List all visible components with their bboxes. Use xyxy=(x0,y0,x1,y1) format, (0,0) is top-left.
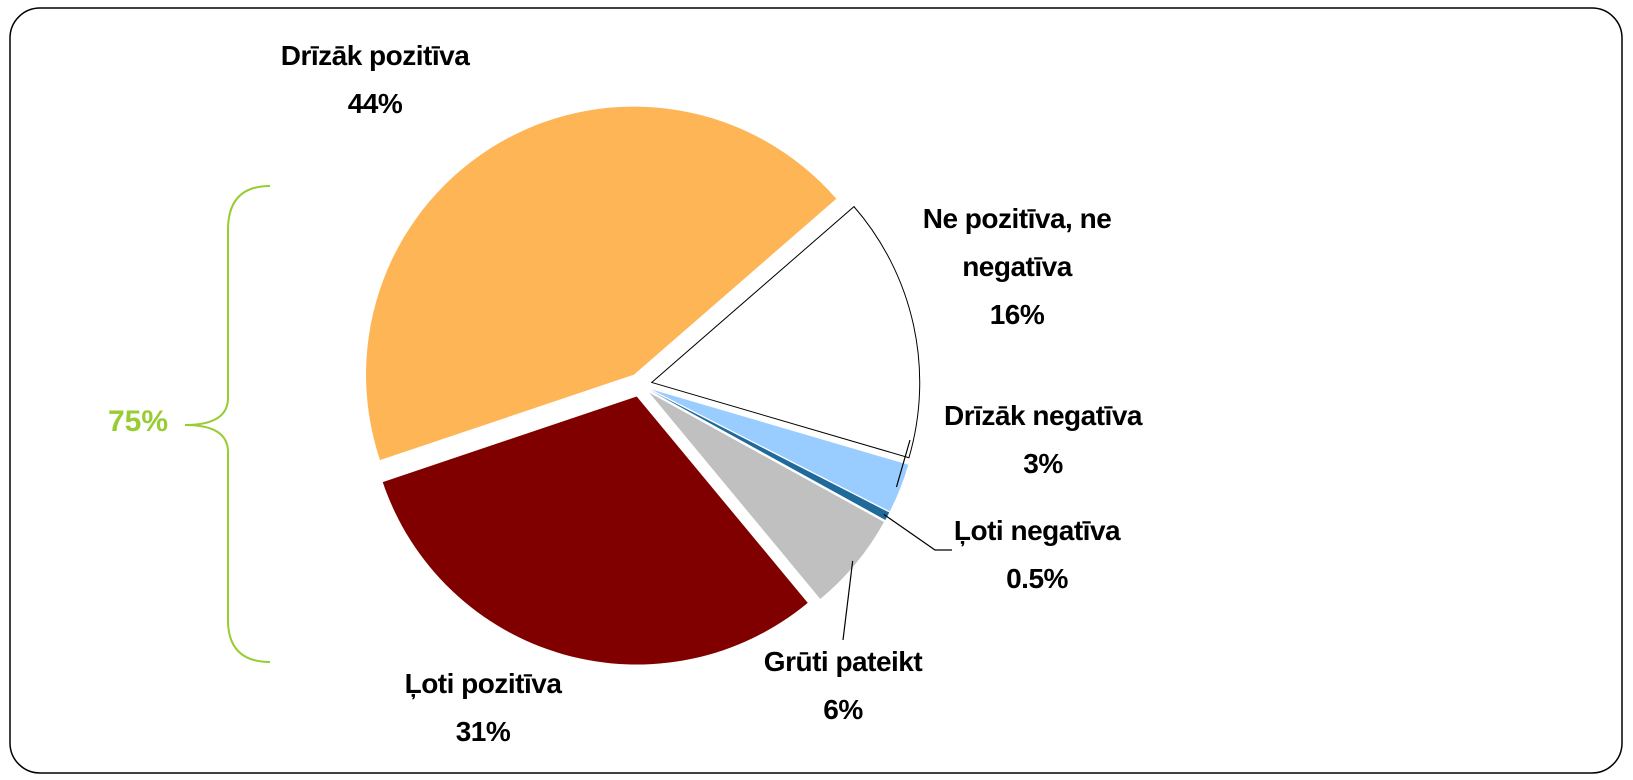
slice-label: Grūti pateikt xyxy=(763,646,923,677)
pie-slice xyxy=(650,390,890,520)
pie-slice xyxy=(382,396,808,665)
value-label: 31% xyxy=(455,716,511,747)
leader-line xyxy=(842,560,854,641)
annotation: 75% xyxy=(108,405,169,438)
value-label: 44% xyxy=(347,88,403,119)
pie-slice xyxy=(650,205,921,459)
value-label: 3% xyxy=(1023,448,1063,479)
bracket xyxy=(184,185,271,663)
leader-line xyxy=(883,513,952,551)
slice-label: Ļoti pozitīva xyxy=(404,668,562,699)
slice-label: Ļoti negatīva xyxy=(953,515,1121,546)
value-label: 16% xyxy=(989,299,1045,330)
frame xyxy=(9,7,1623,774)
pie-slice xyxy=(651,389,909,512)
value-label: 6% xyxy=(823,694,863,725)
value-label: 0.5% xyxy=(1006,563,1068,594)
pie-slice xyxy=(366,106,837,461)
leader-line xyxy=(895,439,911,488)
slice-label: Ne pozitīva, ne negatīva xyxy=(922,203,1112,282)
slice-label: Drīzāk pozitīva xyxy=(280,40,470,71)
pie-slice xyxy=(649,392,884,599)
slice-label: Drīzāk negatīva xyxy=(944,400,1142,431)
